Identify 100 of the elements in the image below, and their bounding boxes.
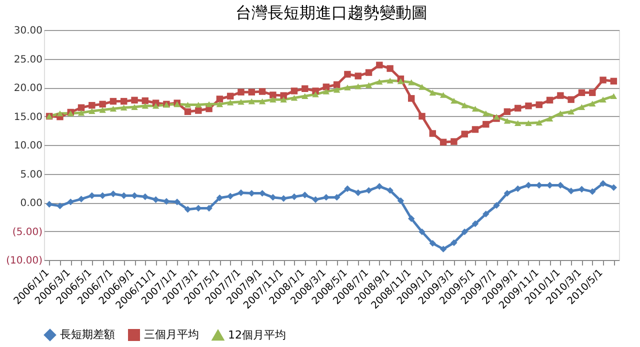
point [504, 190, 511, 197]
point [56, 110, 64, 116]
y-tick-label: 0.00 [20, 198, 42, 209]
point [270, 96, 276, 102]
point [238, 189, 244, 196]
y-tick-label: (5.00) [12, 226, 43, 238]
point [546, 116, 554, 122]
point [418, 84, 426, 90]
point [354, 72, 362, 80]
point [280, 195, 287, 202]
point [280, 92, 287, 99]
point [600, 76, 606, 84]
point [429, 240, 436, 247]
point [333, 86, 340, 93]
point [440, 246, 447, 252]
point [302, 85, 308, 92]
point [504, 118, 511, 124]
point [290, 94, 298, 101]
y-tick-label: 5.00 [20, 169, 42, 180]
point [226, 192, 234, 200]
y-tick-label: 10.00 [14, 140, 42, 152]
point [578, 104, 586, 110]
point [568, 108, 574, 115]
point [152, 196, 160, 203]
point [386, 78, 394, 84]
point [184, 108, 192, 116]
point [578, 89, 586, 96]
point [131, 96, 138, 104]
y-tick-label: (10.00) [6, 256, 43, 266]
y-tick-label: 25.00 [14, 54, 42, 66]
y-tick-label: 20.00 [14, 83, 42, 94]
point [408, 79, 415, 86]
point [440, 138, 447, 146]
point [525, 102, 532, 110]
point [408, 215, 415, 222]
point [78, 196, 85, 202]
point [78, 104, 85, 111]
point [312, 91, 319, 98]
point [142, 97, 149, 104]
point [514, 120, 522, 126]
point [195, 102, 202, 108]
point [270, 92, 276, 98]
point [450, 239, 458, 246]
point [536, 120, 542, 126]
point [226, 92, 234, 100]
point [536, 101, 542, 108]
point [120, 104, 128, 111]
point [216, 96, 224, 102]
point [418, 228, 426, 236]
point [600, 180, 606, 187]
point [216, 194, 224, 202]
point [397, 78, 404, 84]
point [206, 101, 212, 108]
point [216, 101, 224, 108]
point [110, 190, 117, 198]
point [578, 186, 586, 193]
point [238, 98, 244, 105]
point [120, 192, 128, 199]
point [557, 182, 564, 189]
y-tick-label: 15.00 [14, 112, 42, 123]
point [195, 107, 202, 114]
point [472, 220, 479, 228]
point [376, 78, 383, 85]
point [482, 120, 490, 128]
point [450, 138, 458, 145]
legend-label: 三個月平均 [144, 328, 199, 341]
legend-label: 長短期差額 [60, 328, 115, 341]
point [290, 193, 298, 200]
point [120, 98, 128, 105]
point [302, 93, 308, 100]
point [258, 98, 266, 104]
point [152, 102, 160, 109]
point [56, 202, 64, 210]
point [302, 192, 308, 198]
point [280, 96, 287, 102]
point [472, 126, 479, 133]
point [408, 95, 415, 102]
point [493, 202, 500, 209]
point [354, 83, 362, 90]
point [376, 183, 383, 190]
point [429, 130, 436, 137]
y-tick-label: 30.00 [14, 26, 42, 36]
chart-title: 台灣長短期進口趨勢變動圖 [236, 3, 428, 22]
point [472, 106, 479, 112]
point [312, 196, 319, 203]
point [568, 188, 574, 194]
point [557, 92, 564, 99]
point [482, 210, 490, 218]
point [610, 184, 618, 191]
point [184, 102, 192, 108]
point [386, 187, 394, 194]
point [99, 192, 106, 199]
point [418, 112, 426, 120]
point [376, 62, 383, 68]
point [365, 82, 372, 88]
point [110, 98, 117, 105]
point [600, 96, 606, 102]
point [270, 194, 276, 201]
point [322, 88, 330, 94]
point [461, 130, 468, 138]
